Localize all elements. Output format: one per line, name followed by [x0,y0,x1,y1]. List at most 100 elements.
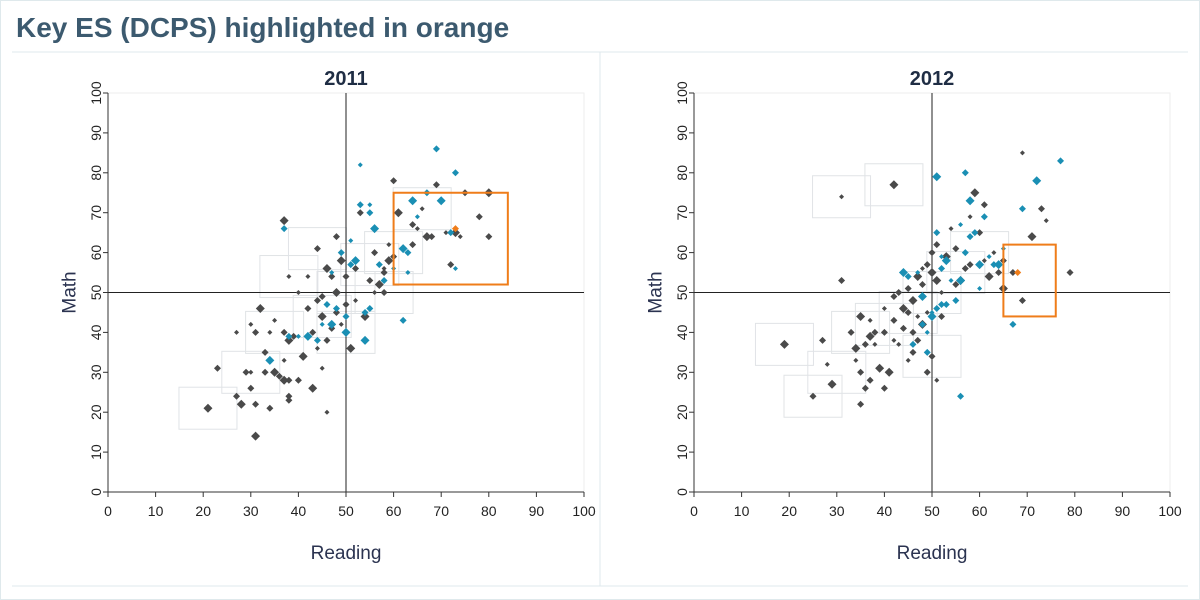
data-point-blue [990,261,998,269]
data-point-dark [267,329,273,335]
x-tick-label: 70 [1019,503,1035,519]
data-point-dark [328,273,336,281]
data-point-dark [272,317,278,323]
data-point-blue [399,316,407,324]
data-point-dark [819,336,827,344]
data-point-dark [248,321,254,327]
data-point-dark [275,372,283,380]
data-point-blue [337,249,345,257]
data-point-blue [361,308,369,316]
data-point-dark [919,266,925,272]
data-point-blue [933,229,941,237]
data-point-blue [929,309,935,315]
background-box [831,310,891,354]
data-point-dark [981,258,987,264]
data-point-dark [280,328,288,336]
x-tick-label: 60 [972,503,988,519]
data-point-dark [966,261,974,269]
data-point-blue [436,196,446,206]
data-point-dark [286,274,292,280]
data-point-dark [356,209,364,217]
data-point-blue [342,312,350,320]
data-point-blue [986,254,992,260]
data-point-blue [915,270,921,276]
data-point-dark [914,336,922,344]
data-point-blue [348,238,354,244]
data-point-dark [1018,296,1026,304]
data-point-dark [305,274,311,280]
data-point-blue [367,202,373,208]
data-point-dark [294,376,302,384]
data-point-dark [932,276,942,286]
data-point-dark [322,264,332,274]
data-point-blue [405,270,411,276]
data-point-dark [1009,269,1017,277]
y-tick-label: 90 [674,125,690,141]
data-point-dark [934,377,940,383]
data-point-dark [247,384,255,392]
y-tick-label: 30 [674,364,690,380]
data-point-dark [432,181,440,189]
data-point-dark [366,277,374,285]
y-tick-label: 50 [674,285,690,301]
data-point-blue [1032,176,1042,186]
data-point-blue [938,300,946,308]
data-point-dark [1019,150,1025,156]
x-tick-label: 50 [924,503,940,519]
data-point-dark [909,348,917,356]
x-tick-label: 30 [829,503,845,519]
data-point-dark [890,292,898,300]
x-tick-label: 40 [877,503,893,519]
data-point-blue [356,201,364,209]
data-point-blue [958,222,964,228]
data-point-dark [371,249,379,257]
data-point-blue [923,348,931,356]
data-point-dark [889,180,899,190]
highlight-point [1014,269,1022,277]
data-point-blue [948,278,954,284]
data-point-dark [1037,205,1045,213]
data-point-dark [372,290,378,295]
background-box [854,302,914,346]
data-point-dark [234,329,240,335]
x-tick-label: 30 [243,503,259,519]
data-point-dark [899,324,907,332]
background-box [783,374,843,418]
data-point-dark [871,328,879,336]
data-point-dark [866,376,874,384]
data-point-dark [428,233,436,241]
data-point-blue [341,327,351,337]
data-point-dark [317,311,327,321]
x-tick-label: 60 [386,503,402,519]
data-point-dark [285,376,293,384]
data-point-dark [447,261,455,269]
data-point-dark [386,242,392,248]
data-point-dark [323,336,331,344]
data-point-dark [948,226,954,232]
data-point-blue [265,355,275,365]
panel-title: 2012 [910,68,955,90]
data-point-dark [475,213,483,221]
data-point-dark [203,403,213,413]
data-point-dark [809,392,817,400]
x-tick-label: 40 [291,503,307,519]
main-title: Key ES (DCPS) highlighted in orange [16,12,510,43]
data-point-blue [323,300,331,308]
data-point-dark [319,365,325,371]
data-point-blue [938,265,946,273]
data-point-dark [290,332,298,340]
y-tick-label: 30 [88,364,104,380]
data-point-dark [827,379,837,389]
data-point-dark [255,303,265,313]
data-point-dark [884,367,894,377]
y-tick-label: 90 [88,125,104,141]
data-point-blue [927,311,937,321]
data-point-dark [896,341,902,347]
data-point-blue [977,286,983,292]
data-point-blue [957,392,965,400]
data-point-dark [865,331,875,341]
data-point-dark [236,399,246,409]
x-tick-label: 100 [572,503,596,519]
data-point-dark [952,245,960,253]
data-point-dark [284,335,294,345]
